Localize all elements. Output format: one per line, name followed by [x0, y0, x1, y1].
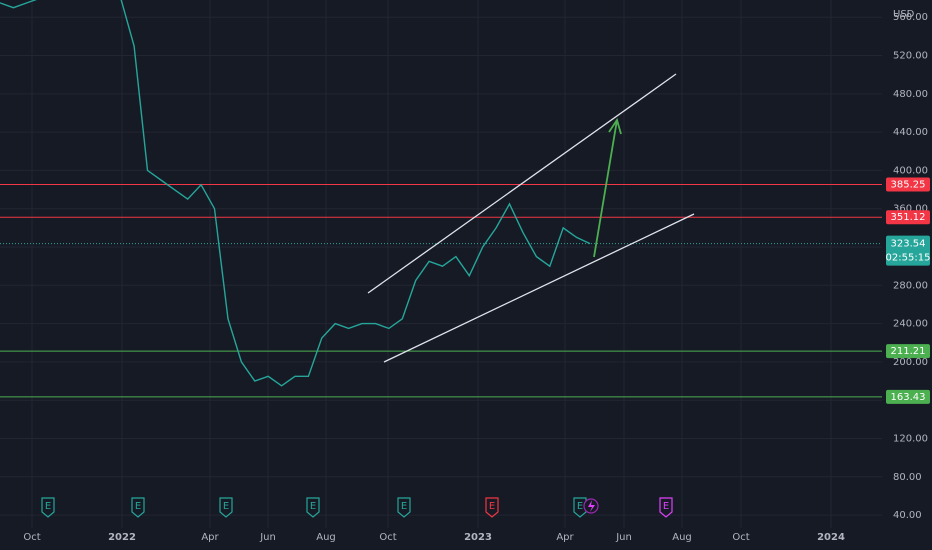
- projection-arrow: [593, 119, 618, 258]
- y-tick-label: 240.00: [893, 319, 928, 330]
- earnings-badge: [306, 497, 320, 518]
- earnings-badge: [41, 497, 55, 518]
- x-tick-label: Oct: [23, 532, 40, 543]
- earnings-label: E: [45, 501, 51, 512]
- earnings-label: E: [663, 501, 669, 512]
- channel-upper: [367, 73, 677, 294]
- earnings-badge: [485, 497, 499, 518]
- earnings-label: E: [223, 501, 229, 512]
- dividend-icon: [588, 500, 595, 512]
- level-label: 351.12: [891, 212, 926, 223]
- drawings: [367, 73, 695, 363]
- earnings-label: E: [310, 501, 316, 512]
- earnings-label: E: [135, 501, 141, 512]
- x-tick-label: Jun: [615, 532, 632, 543]
- price-line: [0, 0, 591, 387]
- last-price-box: [886, 235, 930, 266]
- earnings-label: E: [401, 501, 407, 512]
- earnings-badge: [659, 497, 673, 518]
- x-tick-label: Apr: [556, 532, 574, 543]
- earnings-label: E: [489, 501, 495, 512]
- x-tick-label: Oct: [732, 532, 749, 543]
- countdown-label: 02:55:15: [886, 253, 931, 264]
- earnings-badge: [397, 497, 411, 518]
- x-tick-label: Aug: [672, 532, 692, 543]
- y-tick-label: 120.00: [893, 433, 928, 444]
- y-tick-label: 480.00: [893, 89, 928, 100]
- x-tick-label: 2024: [817, 532, 845, 543]
- y-tick-label: 200.00: [893, 357, 928, 368]
- y-tick-label: 400.00: [893, 165, 928, 176]
- y-tick-label: 360.00: [893, 204, 928, 215]
- last-price-label: 323.54: [891, 239, 926, 250]
- y-tick-label: 280.00: [893, 280, 928, 291]
- y-tick-label: 80.00: [893, 472, 922, 483]
- x-tick-label: 2022: [108, 532, 136, 543]
- level-label: 211.21: [891, 346, 926, 357]
- earnings-badge: [219, 497, 233, 518]
- x-tick-label: Jun: [259, 532, 276, 543]
- channel-lower: [383, 213, 695, 363]
- earnings-badge: [573, 497, 587, 518]
- x-tick-label: Oct: [379, 532, 396, 543]
- y-tick-label: 440.00: [893, 127, 928, 138]
- level-box: [886, 344, 930, 359]
- x-tick-label: Aug: [316, 532, 336, 543]
- earnings-label: E: [577, 501, 583, 512]
- x-tick-label: 2023: [464, 532, 492, 543]
- level-label: 163.43: [891, 392, 926, 403]
- x-tick-label: Apr: [201, 532, 219, 543]
- level-box: [886, 177, 930, 192]
- arrow-head: [608, 117, 622, 135]
- y-tick-label: 40.00: [893, 510, 922, 521]
- currency-label: USD: [893, 9, 915, 20]
- level-box: [886, 210, 930, 225]
- earnings-badge: [131, 497, 145, 518]
- level-label: 385.25: [891, 180, 926, 191]
- y-tick-label: 520.00: [893, 51, 928, 62]
- level-box: [886, 389, 930, 404]
- y-tick-label: 560.00: [893, 12, 928, 23]
